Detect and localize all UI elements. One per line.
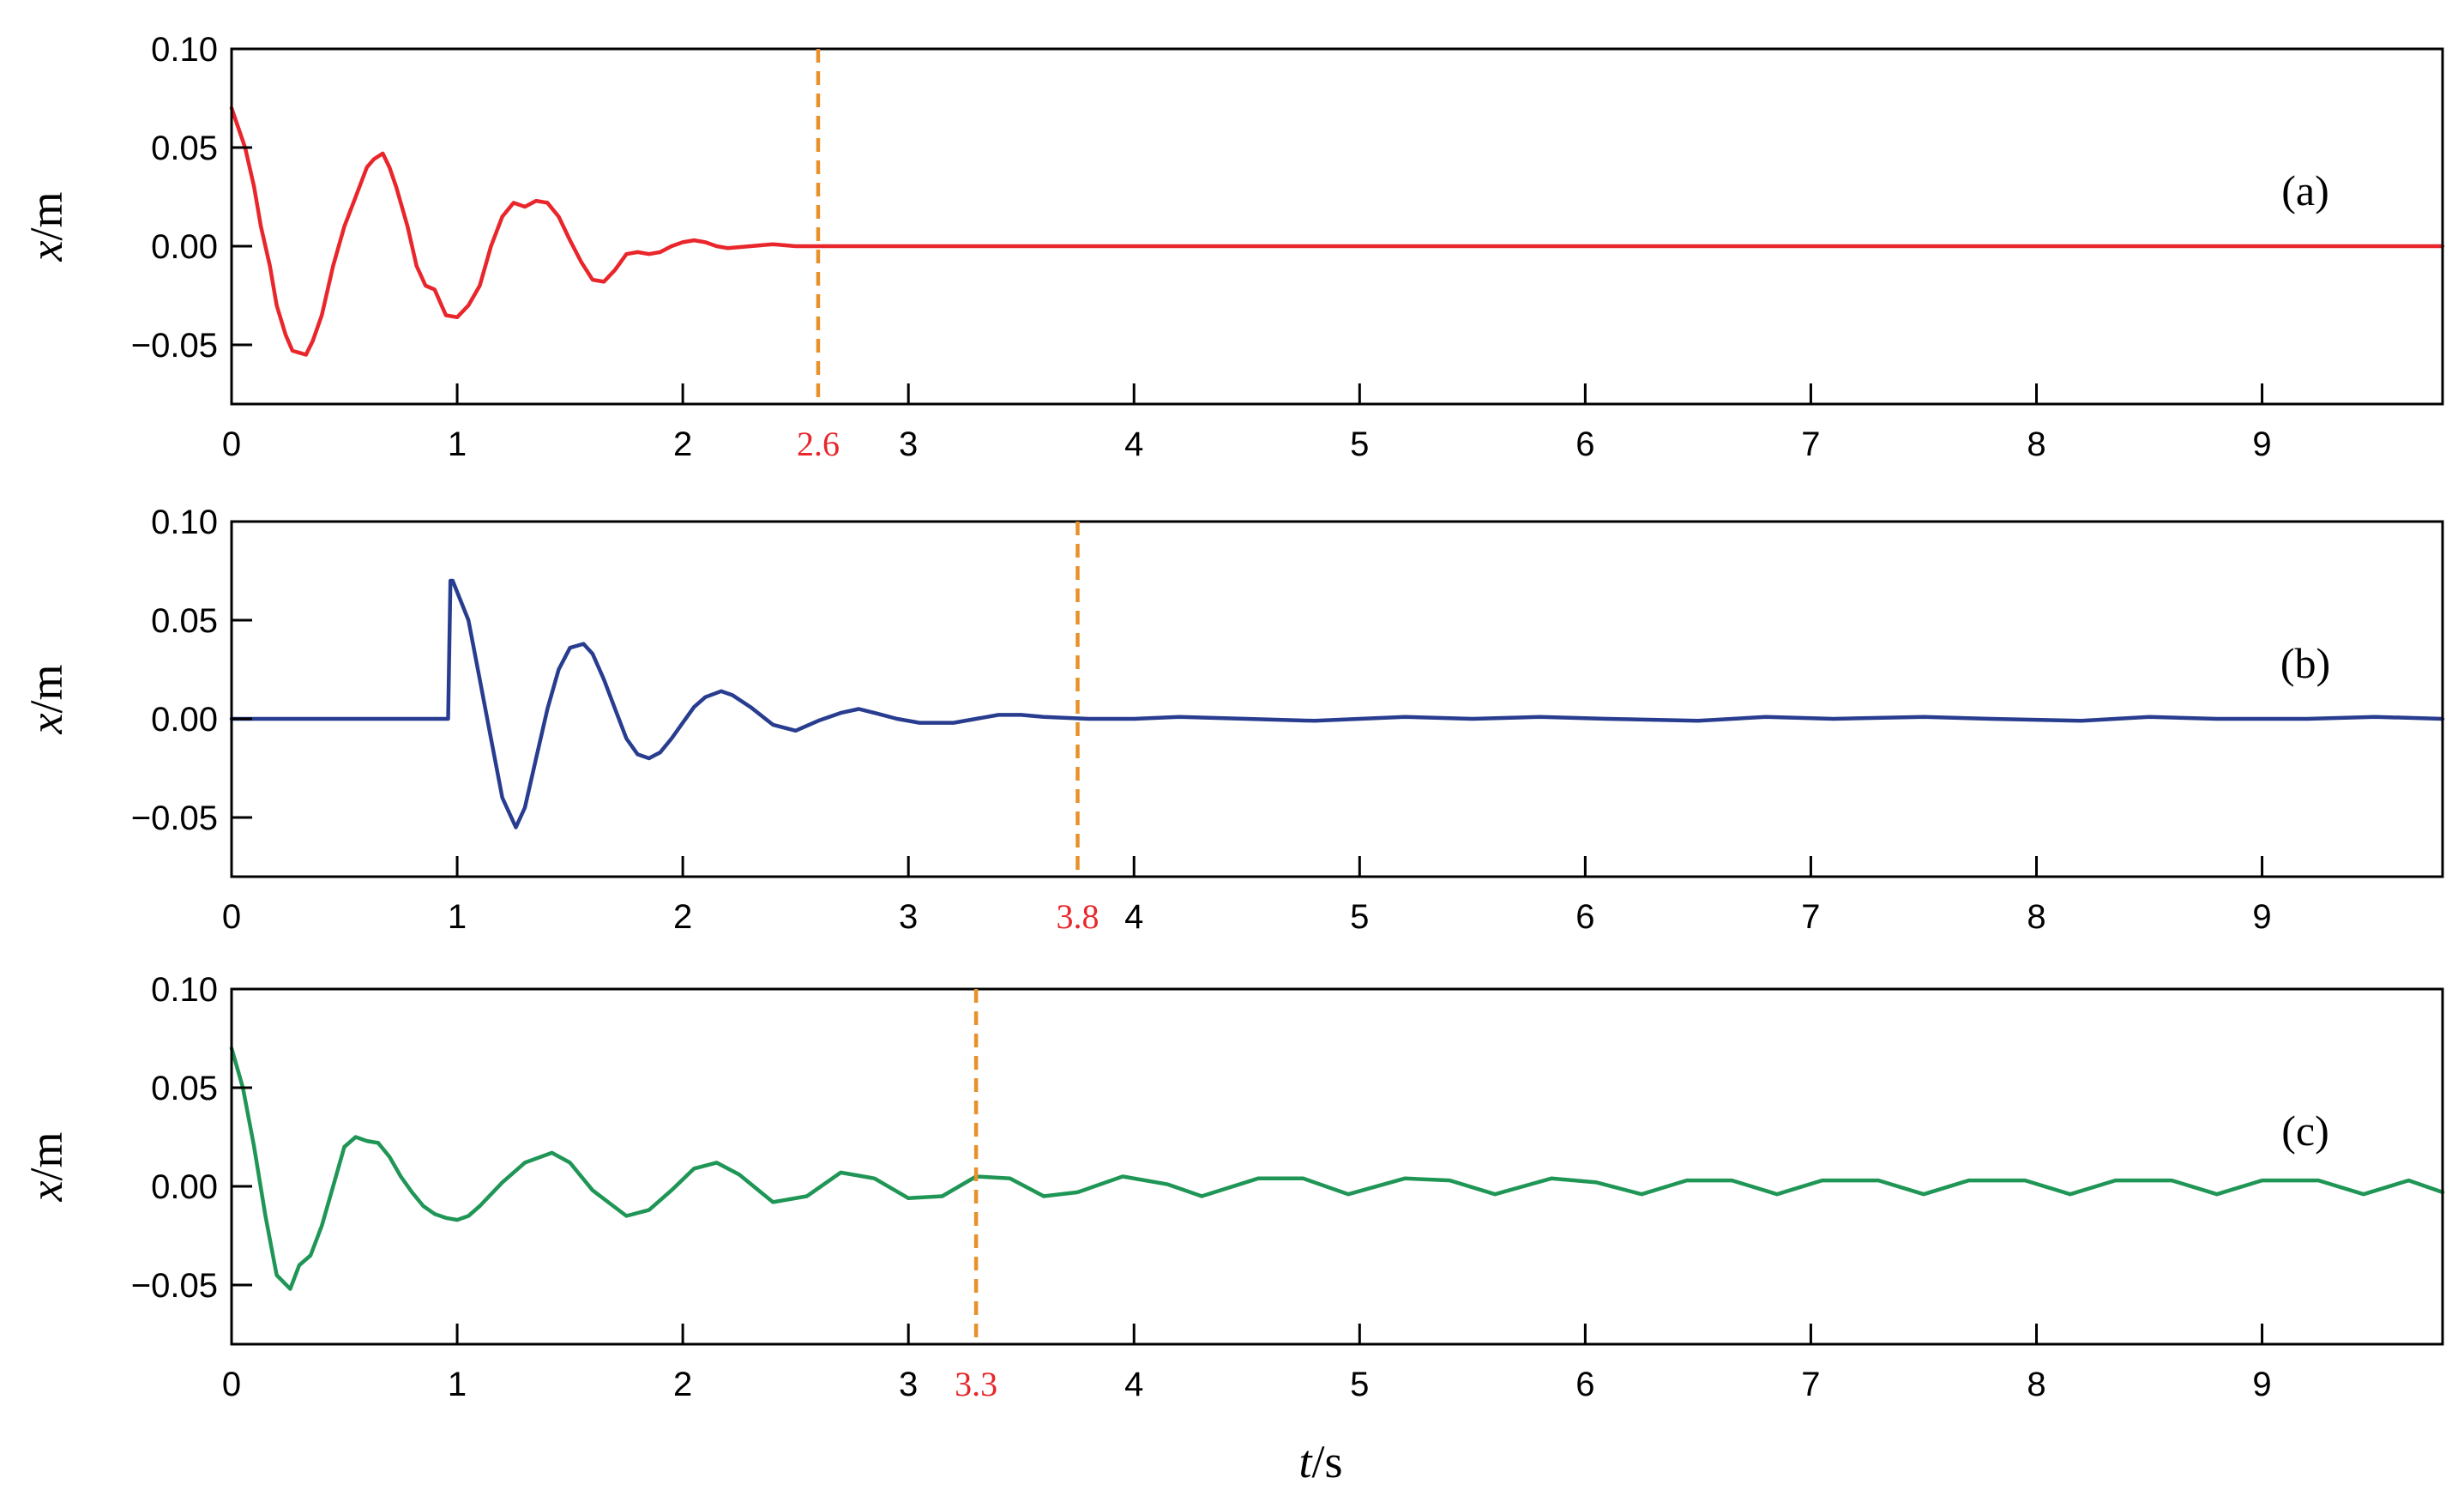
plot-frame [230,520,2444,878]
y-tick-label: 0.00 [151,228,218,266]
y-tick-label: 0.10 [151,31,218,69]
x-tick-label: 2 [673,898,692,936]
plot-frame [230,987,2444,1346]
y-tick-label: 0.10 [151,971,218,1009]
x-tick-label: 7 [1801,898,1820,936]
settling-time-label: 2.6 [797,425,840,463]
panel-label: (c) [2281,1107,2329,1155]
x-tick-label: 1 [448,898,467,936]
series-line [229,1046,2445,1291]
x-tick-label: 7 [1801,425,1820,463]
panels: 0 1 2 3 4 5 6 7 8 9 −0.05 0.00 0.05 0.10 x/m 2.6 (a) 0 1 2 3… [21,31,2445,1403]
x-tick-label: 0 [222,1366,241,1403]
y-tick-label: 0.05 [151,1070,218,1107]
y-axis-label: x/m [21,1132,72,1203]
x-tick-label: 8 [2027,425,2045,463]
panel-b: 0 1 2 3 4 5 6 7 8 9 −0.05 0.00 0.05 0.10 x/m 3.8 (b) [21,504,2445,936]
x-tick-label: 4 [1124,898,1143,936]
y-tick-label: −0.05 [131,327,218,365]
x-tick-label: 9 [2252,425,2271,463]
x-tick-label: 3 [899,425,918,463]
y-axis-label: x/m [21,192,72,262]
x-tick-label: 1 [448,1366,467,1403]
y-tick-label: 0.10 [151,504,218,541]
y-tick-label: 0.05 [151,130,218,167]
series-line [229,578,2445,829]
x-tick-label: 7 [1801,1366,1820,1403]
x-tick-label: 1 [448,425,467,463]
x-tick-label: 3 [899,898,918,936]
x-tick-label: 9 [2252,898,2271,936]
x-tick-label: 2 [673,1366,692,1403]
x-tick-label: 5 [1350,425,1369,463]
x-tick-label: 8 [2027,898,2045,936]
x-tick-label: 8 [2027,1366,2045,1403]
y-tick-label: 0.00 [151,701,218,739]
y-tick-label: −0.05 [131,799,218,837]
x-tick-label: 6 [1575,898,1594,936]
y-tick-label: 0.00 [151,1168,218,1206]
x-tick-label: 6 [1575,1366,1594,1403]
x-tick-label: 5 [1350,898,1369,936]
panel-a: 0 1 2 3 4 5 6 7 8 9 −0.05 0.00 0.05 0.10 x/m 2.6 (a) [21,31,2445,463]
panel-c: 0 1 2 3 4 5 6 7 8 9 −0.05 0.00 0.05 0.10 x/m 3.3 (c) [21,971,2445,1403]
x-tick-label: 9 [2252,1366,2271,1403]
y-tick-label: −0.05 [131,1267,218,1305]
x-axis-label: t/s [1298,1436,1342,1487]
y-axis-label: x/m [21,665,72,735]
x-tick-label: 0 [222,898,241,936]
x-tick-label: 4 [1124,1366,1143,1403]
x-tick-label: 0 [222,425,241,463]
x-tick-label: 2 [673,425,692,463]
x-tick-label: 6 [1575,425,1594,463]
plot-frame [230,47,2444,406]
x-tick-label: 4 [1124,425,1143,463]
panel-label: (a) [2281,166,2329,214]
x-tick-label: 3 [899,1366,918,1403]
x-tick-label: 5 [1350,1366,1369,1403]
settling-time-label: 3.8 [1056,897,1099,936]
settling-time-label: 3.3 [955,1365,997,1403]
panel-label: (b) [2280,639,2330,687]
y-tick-label: 0.05 [151,602,218,640]
series-line [229,106,2445,357]
